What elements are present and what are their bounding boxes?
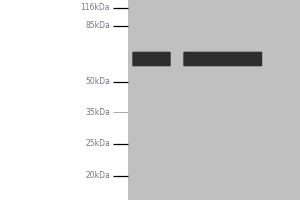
- Text: 35kDa: 35kDa: [85, 108, 110, 116]
- Text: 50kDa: 50kDa: [85, 77, 110, 86]
- Text: 85kDa: 85kDa: [85, 21, 110, 30]
- Bar: [128, 0, 300, 200]
- FancyBboxPatch shape: [132, 52, 171, 66]
- Text: 25kDa: 25kDa: [85, 140, 110, 148]
- FancyBboxPatch shape: [183, 52, 262, 66]
- Text: 20kDa: 20kDa: [85, 171, 110, 180]
- Text: 116kDa: 116kDa: [81, 3, 110, 12]
